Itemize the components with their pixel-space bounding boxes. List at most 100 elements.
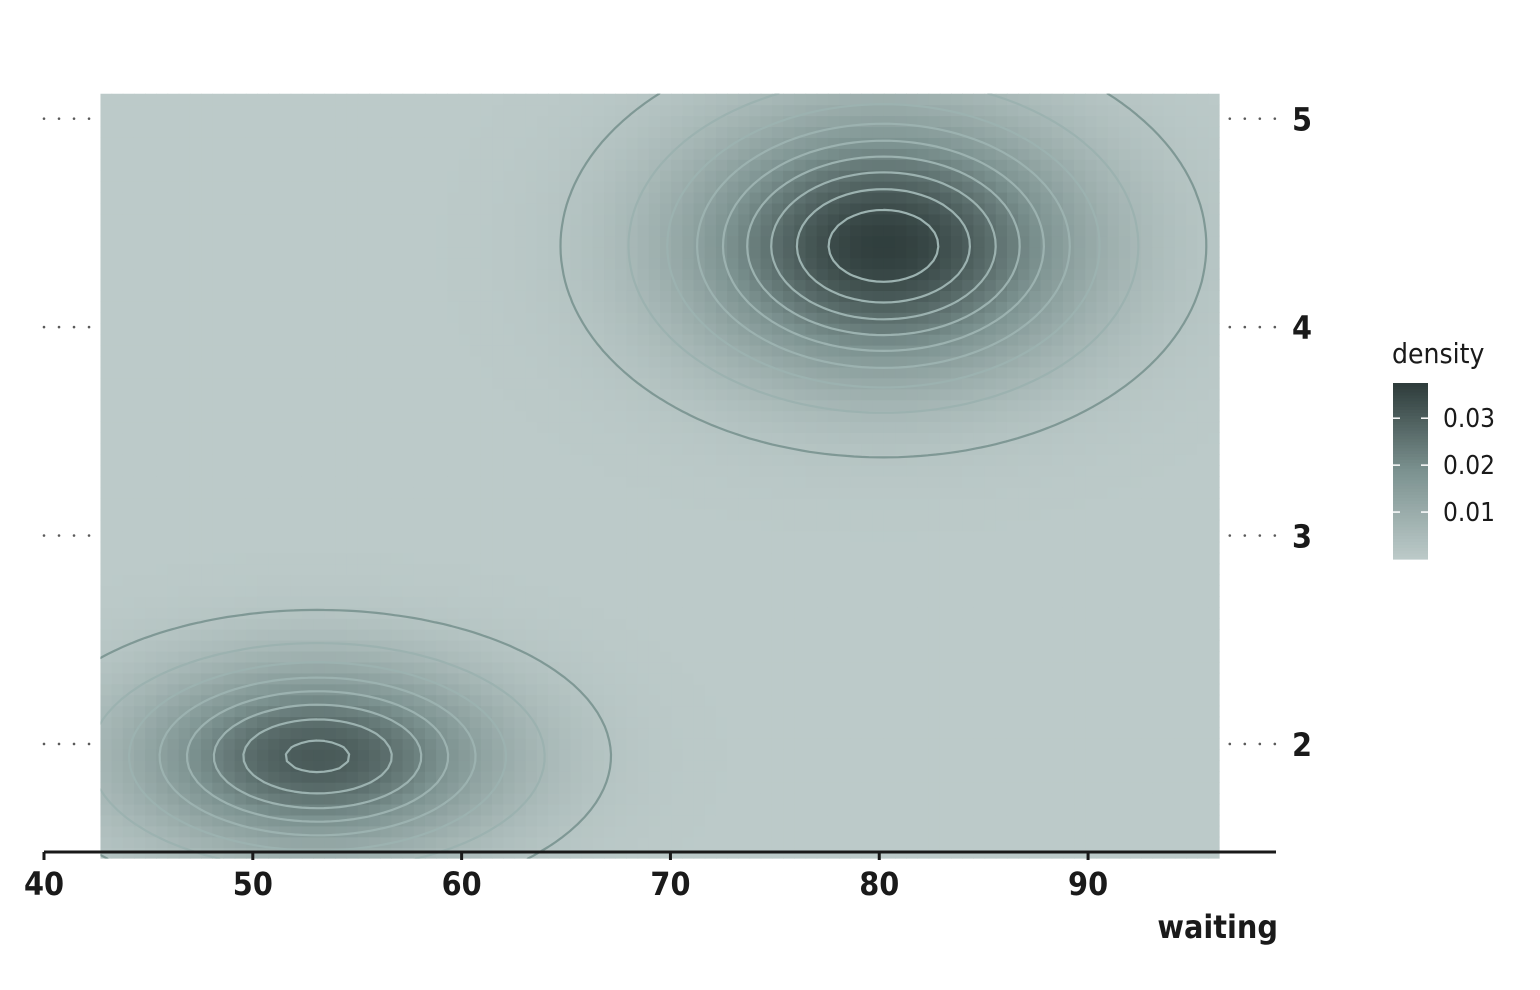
- density-cell: [827, 355, 840, 368]
- density-cell: [189, 552, 202, 565]
- density-cell: [514, 312, 527, 324]
- density-cell: [883, 487, 896, 499]
- density-cell: [413, 727, 426, 739]
- density-cell: [324, 268, 337, 281]
- density-cell: [771, 159, 784, 171]
- density-cell: [324, 487, 337, 499]
- density-cell: [357, 487, 370, 499]
- density-cell: [178, 716, 191, 729]
- density-cell: [850, 836, 863, 849]
- density-cell: [480, 148, 493, 160]
- density-cell: [223, 814, 236, 827]
- density-cell: [279, 465, 292, 477]
- density-cell: [850, 159, 863, 171]
- density-cell: [145, 290, 157, 302]
- density-cell: [895, 836, 907, 849]
- density-cell: [727, 159, 739, 171]
- density-cell: [189, 793, 202, 805]
- density-cell: [100, 738, 113, 750]
- density-cell: [458, 104, 471, 117]
- density-cell: [100, 672, 113, 685]
- density-cell: [548, 672, 560, 685]
- density-cell: [458, 301, 471, 313]
- density-cell: [850, 465, 863, 477]
- density-cell: [357, 585, 370, 597]
- density-cell: [268, 159, 281, 171]
- density-cell: [369, 115, 381, 128]
- density-cell: [749, 454, 762, 466]
- density-cell: [279, 771, 292, 783]
- density-cell: [536, 782, 549, 794]
- density-cell: [268, 771, 281, 783]
- density-cell: [861, 170, 874, 182]
- density-cell: [861, 585, 874, 597]
- density-cell: [313, 508, 325, 521]
- density-cell: [816, 443, 829, 455]
- density-cell: [648, 661, 661, 674]
- density-cell: [525, 257, 538, 270]
- density-cell: [268, 355, 281, 368]
- density-cell: [604, 694, 616, 707]
- density-cell: [727, 355, 739, 368]
- density-cell: [346, 836, 359, 849]
- density-cell: [424, 836, 437, 849]
- density-cell: [290, 202, 303, 215]
- density-cell: [335, 377, 348, 390]
- density-cell: [122, 476, 135, 488]
- density-cell: [592, 355, 605, 368]
- density-cell: [313, 607, 325, 619]
- density-cell: [861, 399, 874, 412]
- density-cell: [122, 115, 135, 128]
- density-cell: [827, 465, 840, 477]
- density-cell: [335, 793, 348, 805]
- density-cell: [559, 465, 572, 477]
- density-cell: [324, 541, 337, 554]
- density-cell: [357, 432, 370, 444]
- density-cell: [335, 487, 348, 499]
- density-cell: [570, 388, 583, 401]
- density-cell: [480, 782, 493, 794]
- density-cell: [156, 596, 169, 608]
- density-cell: [570, 716, 583, 729]
- density-cell: [469, 836, 482, 849]
- density-cell: [559, 738, 572, 750]
- density-cell: [525, 760, 538, 772]
- density-cell: [458, 760, 471, 772]
- density-cell: [133, 640, 146, 652]
- density-cell: [469, 202, 482, 215]
- density-cell: [827, 825, 840, 838]
- density-cell: [413, 410, 426, 423]
- density-cell: [156, 213, 169, 226]
- density-cell: [212, 192, 225, 204]
- density-cell: [458, 432, 471, 444]
- density-cell: [346, 432, 359, 444]
- density-cell: [223, 716, 236, 729]
- density-cell: [167, 836, 180, 849]
- density-cell: [111, 170, 124, 182]
- density-cell: [111, 235, 124, 248]
- density-cell: [783, 705, 795, 718]
- density-cell: [861, 552, 874, 565]
- density-cell: [380, 224, 392, 237]
- density-cell: [648, 519, 661, 532]
- density-cell: [492, 432, 504, 444]
- density-cell: [245, 552, 258, 565]
- density-cell: [872, 618, 885, 630]
- density-cell: [783, 629, 795, 641]
- density-cell: [648, 170, 661, 182]
- density-cell: [223, 803, 236, 816]
- density-cell: [402, 93, 415, 106]
- density-cell: [693, 465, 706, 477]
- density-cell: [727, 596, 739, 608]
- density-cell: [839, 224, 851, 237]
- density-cell: [257, 115, 269, 128]
- density-cell: [346, 388, 359, 401]
- density-cell: [245, 334, 258, 346]
- density-cell: [290, 388, 303, 401]
- density-cell: [570, 268, 583, 281]
- density-cell: [458, 519, 471, 532]
- density-cell: [335, 181, 348, 193]
- density-cell: [458, 552, 471, 565]
- density-cell: [660, 727, 672, 739]
- density-cell: [480, 366, 493, 379]
